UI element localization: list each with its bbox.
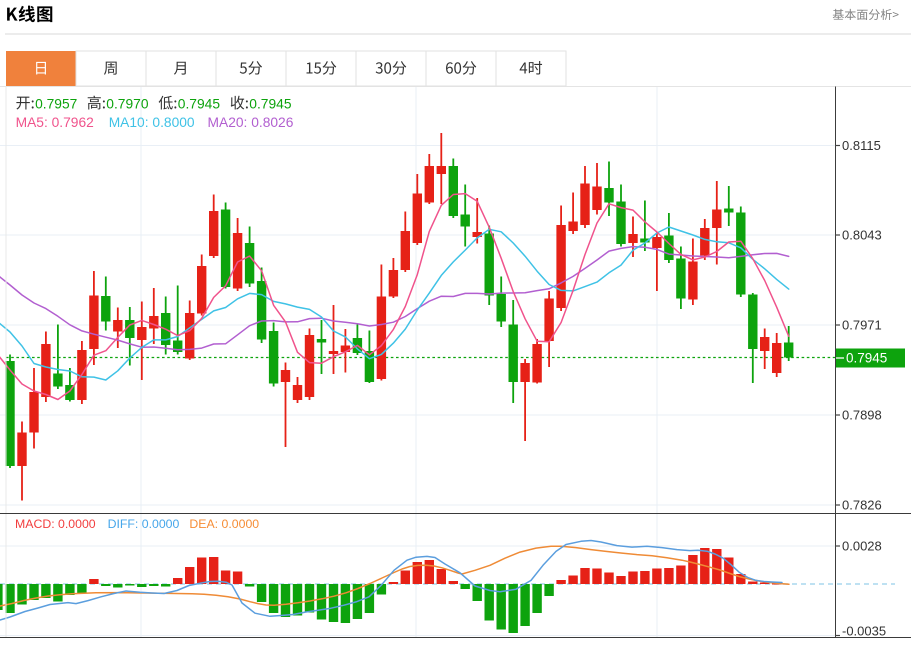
svg-text:0.7945: 0.7945 [178, 96, 221, 111]
svg-text:MACD: 0.0000: MACD: 0.0000 [15, 517, 96, 531]
svg-text:0.7826: 0.7826 [842, 497, 882, 512]
svg-text:MA5: 0.7962: MA5: 0.7962 [16, 115, 94, 130]
svg-text:DEA: 0.0000: DEA: 0.0000 [189, 517, 259, 531]
svg-text:0.7957: 0.7957 [35, 96, 77, 111]
svg-text:0.7970: 0.7970 [106, 96, 149, 111]
svg-text:0.8115: 0.8115 [842, 138, 881, 153]
svg-text:MA10: 0.8000: MA10: 0.8000 [109, 115, 195, 130]
svg-text:MA20: 0.8026: MA20: 0.8026 [208, 115, 294, 130]
svg-text:0.7945: 0.7945 [846, 351, 887, 366]
svg-text:-0.0035: -0.0035 [842, 624, 886, 639]
svg-text:0.8043: 0.8043 [842, 227, 882, 242]
svg-text:0.0028: 0.0028 [842, 538, 882, 553]
svg-text:0.7898: 0.7898 [842, 407, 882, 422]
svg-text:DIFF: 0.0000: DIFF: 0.0000 [108, 517, 180, 531]
svg-text:0.7945: 0.7945 [249, 96, 292, 111]
svg-text:0.7971: 0.7971 [842, 317, 882, 332]
